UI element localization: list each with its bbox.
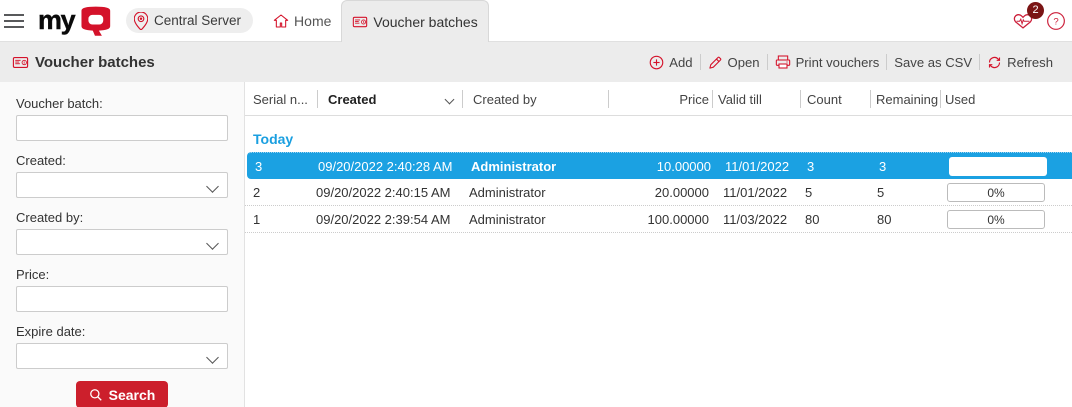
svg-text:?: ? — [1053, 16, 1058, 27]
svg-text:my: my — [38, 6, 76, 35]
svg-text:$: $ — [24, 60, 26, 64]
